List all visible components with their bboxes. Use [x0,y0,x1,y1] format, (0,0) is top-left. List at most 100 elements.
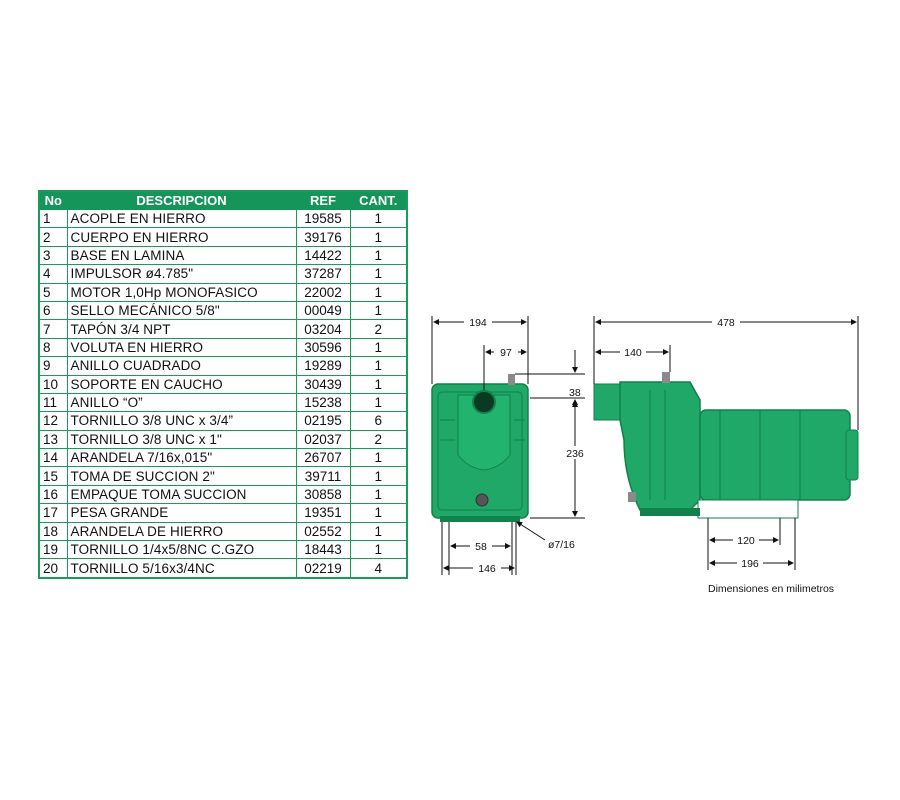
cell-descripcion: EMPAQUE TOMA SUCCION [66,484,297,505]
cell-ref: 39711 [295,466,351,486]
parts-table-body: 1 ACOPLE EN HIERRO 19585 1 2 CUERPO EN HIERRO… [38,208,408,579]
cell-cant: 1 [349,540,408,560]
table-row: 19 TORNILLO 1/4x5/8NC C.GZO 18443 1 [38,540,408,560]
cell-no: 6 [38,300,68,321]
cell-no: 5 [38,282,68,302]
cell-cant: 1 [349,392,408,413]
cell-descripcion: TORNILLO 3/8 UNC x 1" [66,429,297,450]
table-row: 4 IMPULSOR ø4.785" 37287 1 [38,264,408,284]
column-header-cant: CANT. [349,190,408,210]
cell-ref: 19351 [295,503,351,523]
front-view-dimensions: 194 97 38 236 58 146 ø7/16 [431,315,588,575]
cell-descripcion: ARANDELA 7/16x,015" [66,448,297,468]
cell-ref: 39176 [295,227,351,247]
cell-ref: 19289 [295,356,351,376]
cell-descripcion: TOMA DE SUCCION 2" [66,466,297,486]
cell-descripcion: TAPÓN 3/4 NPT [66,319,297,339]
cell-ref: 30858 [295,484,351,505]
table-row: 11 ANILLO “O” 15238 1 [38,392,408,413]
cell-ref: 19585 [295,208,351,229]
cell-descripcion: PESA GRANDE [66,503,297,523]
cell-ref: 14422 [295,245,351,266]
cell-ref: 02219 [295,558,351,579]
cell-descripcion: ANILLO CUADRADO [66,356,297,376]
cell-ref: 02195 [295,411,351,431]
cell-cant: 1 [349,300,408,321]
cell-cant: 6 [349,411,408,431]
cell-no: 12 [38,411,68,431]
cell-ref: 02552 [295,521,351,542]
cell-cant: 1 [349,448,408,468]
dim-236: 236 [566,448,584,460]
cell-descripcion: VOLUTA EN HIERRO [66,337,297,358]
table-header-row: No DESCRIPCION REF CANT. [38,190,408,210]
dim-97: 97 [500,347,512,359]
cell-ref: 18443 [295,540,351,560]
dim-194: 194 [469,317,487,329]
cell-cant: 1 [349,521,408,542]
column-header-ref: REF [295,190,351,210]
cell-no: 13 [38,429,68,450]
dimensions-caption: Dimensiones en milimetros [708,583,835,595]
cell-ref: 37287 [295,264,351,284]
cell-no: 9 [38,356,68,376]
table-row: 8 VOLUTA EN HIERRO 30596 1 [38,337,408,358]
cell-no: 4 [38,264,68,284]
table-row: 7 TAPÓN 3/4 NPT 03204 2 [38,319,408,339]
cell-descripcion: ANILLO “O” [66,392,297,413]
cell-ref: 30596 [295,337,351,358]
cell-cant: 1 [349,227,408,247]
cell-descripcion: SOPORTE EN CAUCHO [66,374,297,394]
cell-descripcion: IMPULSOR ø4.785" [66,264,297,284]
dim-478: 478 [717,317,735,329]
cell-cant: 1 [349,208,408,229]
table-row: 9 ANILLO CUADRADO 19289 1 [38,356,408,376]
cell-no: 14 [38,448,68,468]
cell-cant: 1 [349,484,408,505]
cell-no: 16 [38,484,68,505]
table-row: 16 EMPAQUE TOMA SUCCION 30858 1 [38,484,408,505]
dim-146: 146 [478,563,496,575]
cell-descripcion: CUERPO EN HIERRO [66,227,297,247]
table-row: 18 ARANDELA DE HIERRO 02552 1 [38,521,408,542]
table-row: 10 SOPORTE EN CAUCHO 30439 1 [38,374,408,394]
column-header-descripcion: DESCRIPCION [66,190,297,210]
cell-descripcion: BASE EN LAMINA [66,245,297,266]
cell-descripcion: TORNILLO 1/4x5/8NC C.GZO [66,540,297,560]
column-header-no: No [38,190,68,210]
cell-descripcion: TORNILLO 5/16x3/4NC [66,558,297,579]
dim-bolt-hole: ø7/16 [548,539,575,551]
side-view-dimensions: 478 140 120 196 [593,315,859,570]
cell-no: 1 [38,208,68,229]
cell-cant: 1 [349,466,408,486]
cell-descripcion: SELLO MECÁNICO 5/8" [66,300,297,321]
dim-58: 58 [475,541,487,553]
cell-descripcion: TORNILLO 3/8 UNC x 3/4” [66,411,297,431]
table-row: 6 SELLO MECÁNICO 5/8" 00049 1 [38,300,408,321]
cell-descripcion: ARANDELA DE HIERRO [66,521,297,542]
cell-no: 7 [38,319,68,339]
cell-cant: 2 [349,319,408,339]
table-row: 13 TORNILLO 3/8 UNC x 1" 02037 2 [38,429,408,450]
cell-cant: 1 [349,356,408,376]
cell-ref: 15238 [295,392,351,413]
cell-cant: 1 [349,264,408,284]
cell-cant: 1 [349,337,408,358]
cell-no: 2 [38,227,68,247]
dim-140: 140 [624,347,642,359]
cell-no: 3 [38,245,68,266]
cell-cant: 1 [349,245,408,266]
cell-cant: 2 [349,429,408,450]
table-row: 17 PESA GRANDE 19351 1 [38,503,408,523]
pump-side-view [593,372,859,519]
pump-front-view [431,374,529,522]
cell-no: 18 [38,521,68,542]
table-row: 20 TORNILLO 5/16x3/4NC 02219 4 [38,558,408,579]
cell-no: 15 [38,466,68,486]
cell-ref: 30439 [295,374,351,394]
cell-cant: 1 [349,503,408,523]
table-row: 5 MOTOR 1,0Hp MONOFASICO 22002 1 [38,282,408,302]
cell-no: 10 [38,374,68,394]
table-row: 3 BASE EN LAMINA 14422 1 [38,245,408,266]
cell-no: 11 [38,392,68,413]
